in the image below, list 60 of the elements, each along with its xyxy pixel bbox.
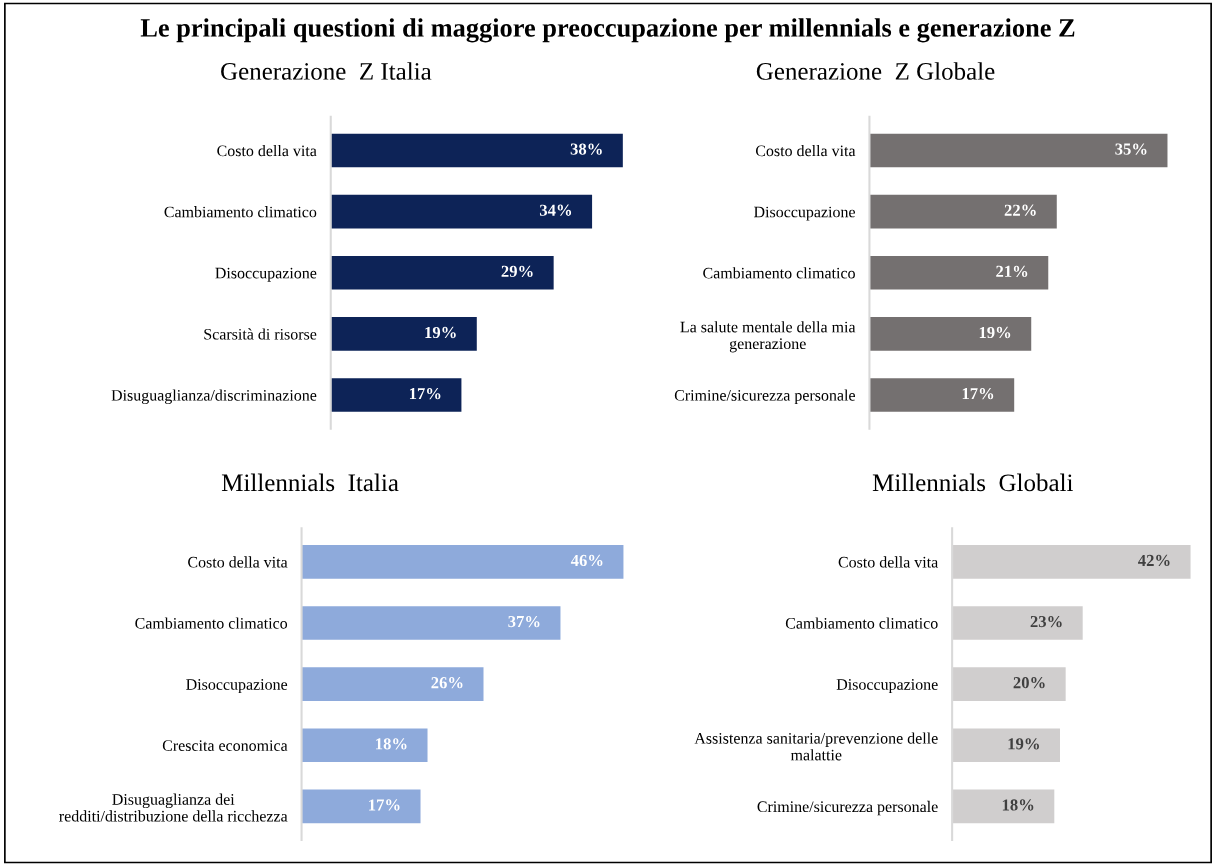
y-tick-label: Disoccupazione [836, 679, 938, 694]
chart-subtitle: Generazione Z Italia [221, 62, 432, 80]
y-tick-label: Crescita economica [162, 740, 288, 751]
y-tick-label: Cambiamento climatico [164, 206, 317, 218]
y-tick-label: Assistenza sanitaria/prevenzione delle malattie [694, 732, 938, 761]
y-tick-label: Crimine/sicurezza personale [757, 800, 938, 816]
bar [330, 255, 554, 290]
y-tick-label: Scarsità di risorse [204, 328, 317, 340]
y-tick-label: Disoccupazione [186, 679, 288, 694]
bar [301, 728, 428, 763]
bar [869, 378, 1015, 412]
y-tick-label: Cambiamento climatico [785, 617, 938, 629]
chart-title: Le principali questioni di maggiore preoccupazione per millennials e generazione Z [140, 18, 1075, 43]
data-label: 23% [1030, 615, 1062, 628]
chart-subtitle: Millennials Globali [872, 473, 1073, 492]
data-label: 21% [996, 265, 1028, 278]
data-label: 18% [376, 738, 407, 750]
bar [869, 194, 1057, 229]
bar [330, 194, 593, 229]
chart-subtitle: Generazione Z Globale [756, 62, 995, 80]
y-tick-label: Disoccupazione [215, 267, 317, 282]
data-label: 29% [501, 265, 533, 278]
bar [301, 545, 624, 579]
y-tick-label: La salute mentale della mia generazione [680, 321, 856, 353]
y-tick-label: Cambiamento climatico [135, 617, 288, 629]
bar [301, 667, 484, 701]
y-tick-label: Costo della vita [755, 144, 856, 157]
data-label: 38% [570, 143, 602, 155]
y-tick-label: Costo della vita [217, 144, 317, 157]
data-label: 20% [1013, 677, 1045, 689]
y-tick-label: Disuguaglianza dei redditi/distribuzione della ricchezza [59, 793, 288, 822]
bar [330, 378, 462, 412]
data-label: 19% [979, 326, 1011, 339]
bar [330, 317, 477, 351]
bar [869, 317, 1032, 351]
y-tick-label: Crimine/sicurezza personale [674, 389, 855, 404]
data-label: 18% [1002, 799, 1034, 811]
y-tick-label: Costo della vita [838, 556, 939, 568]
bar [301, 789, 421, 824]
bar [301, 606, 561, 640]
data-label: 35% [1115, 143, 1147, 155]
y-tick-label: Disuguaglianza/discriminazione [111, 389, 317, 405]
data-label: 37% [508, 615, 540, 628]
data-label: 19% [425, 326, 456, 339]
data-label: 19% [1008, 738, 1039, 750]
chart-subtitle: Millennials Italia [221, 473, 399, 492]
y-tick-label: Cambiamento climatico [703, 267, 855, 279]
bar [869, 133, 1168, 168]
bar [330, 133, 623, 168]
data-label: 42% [1138, 554, 1170, 567]
data-label: 17% [369, 799, 400, 811]
data-label: 34% [539, 204, 572, 216]
data-label: 46% [570, 554, 603, 567]
data-label: 22% [1004, 204, 1036, 216]
y-tick-label: Disoccupazione [754, 206, 855, 221]
data-label: 17% [409, 387, 441, 400]
data-label: 17% [962, 387, 994, 400]
bar [869, 255, 1049, 290]
data-label: 26% [431, 677, 463, 689]
y-tick-label: Costo della vita [188, 556, 288, 568]
